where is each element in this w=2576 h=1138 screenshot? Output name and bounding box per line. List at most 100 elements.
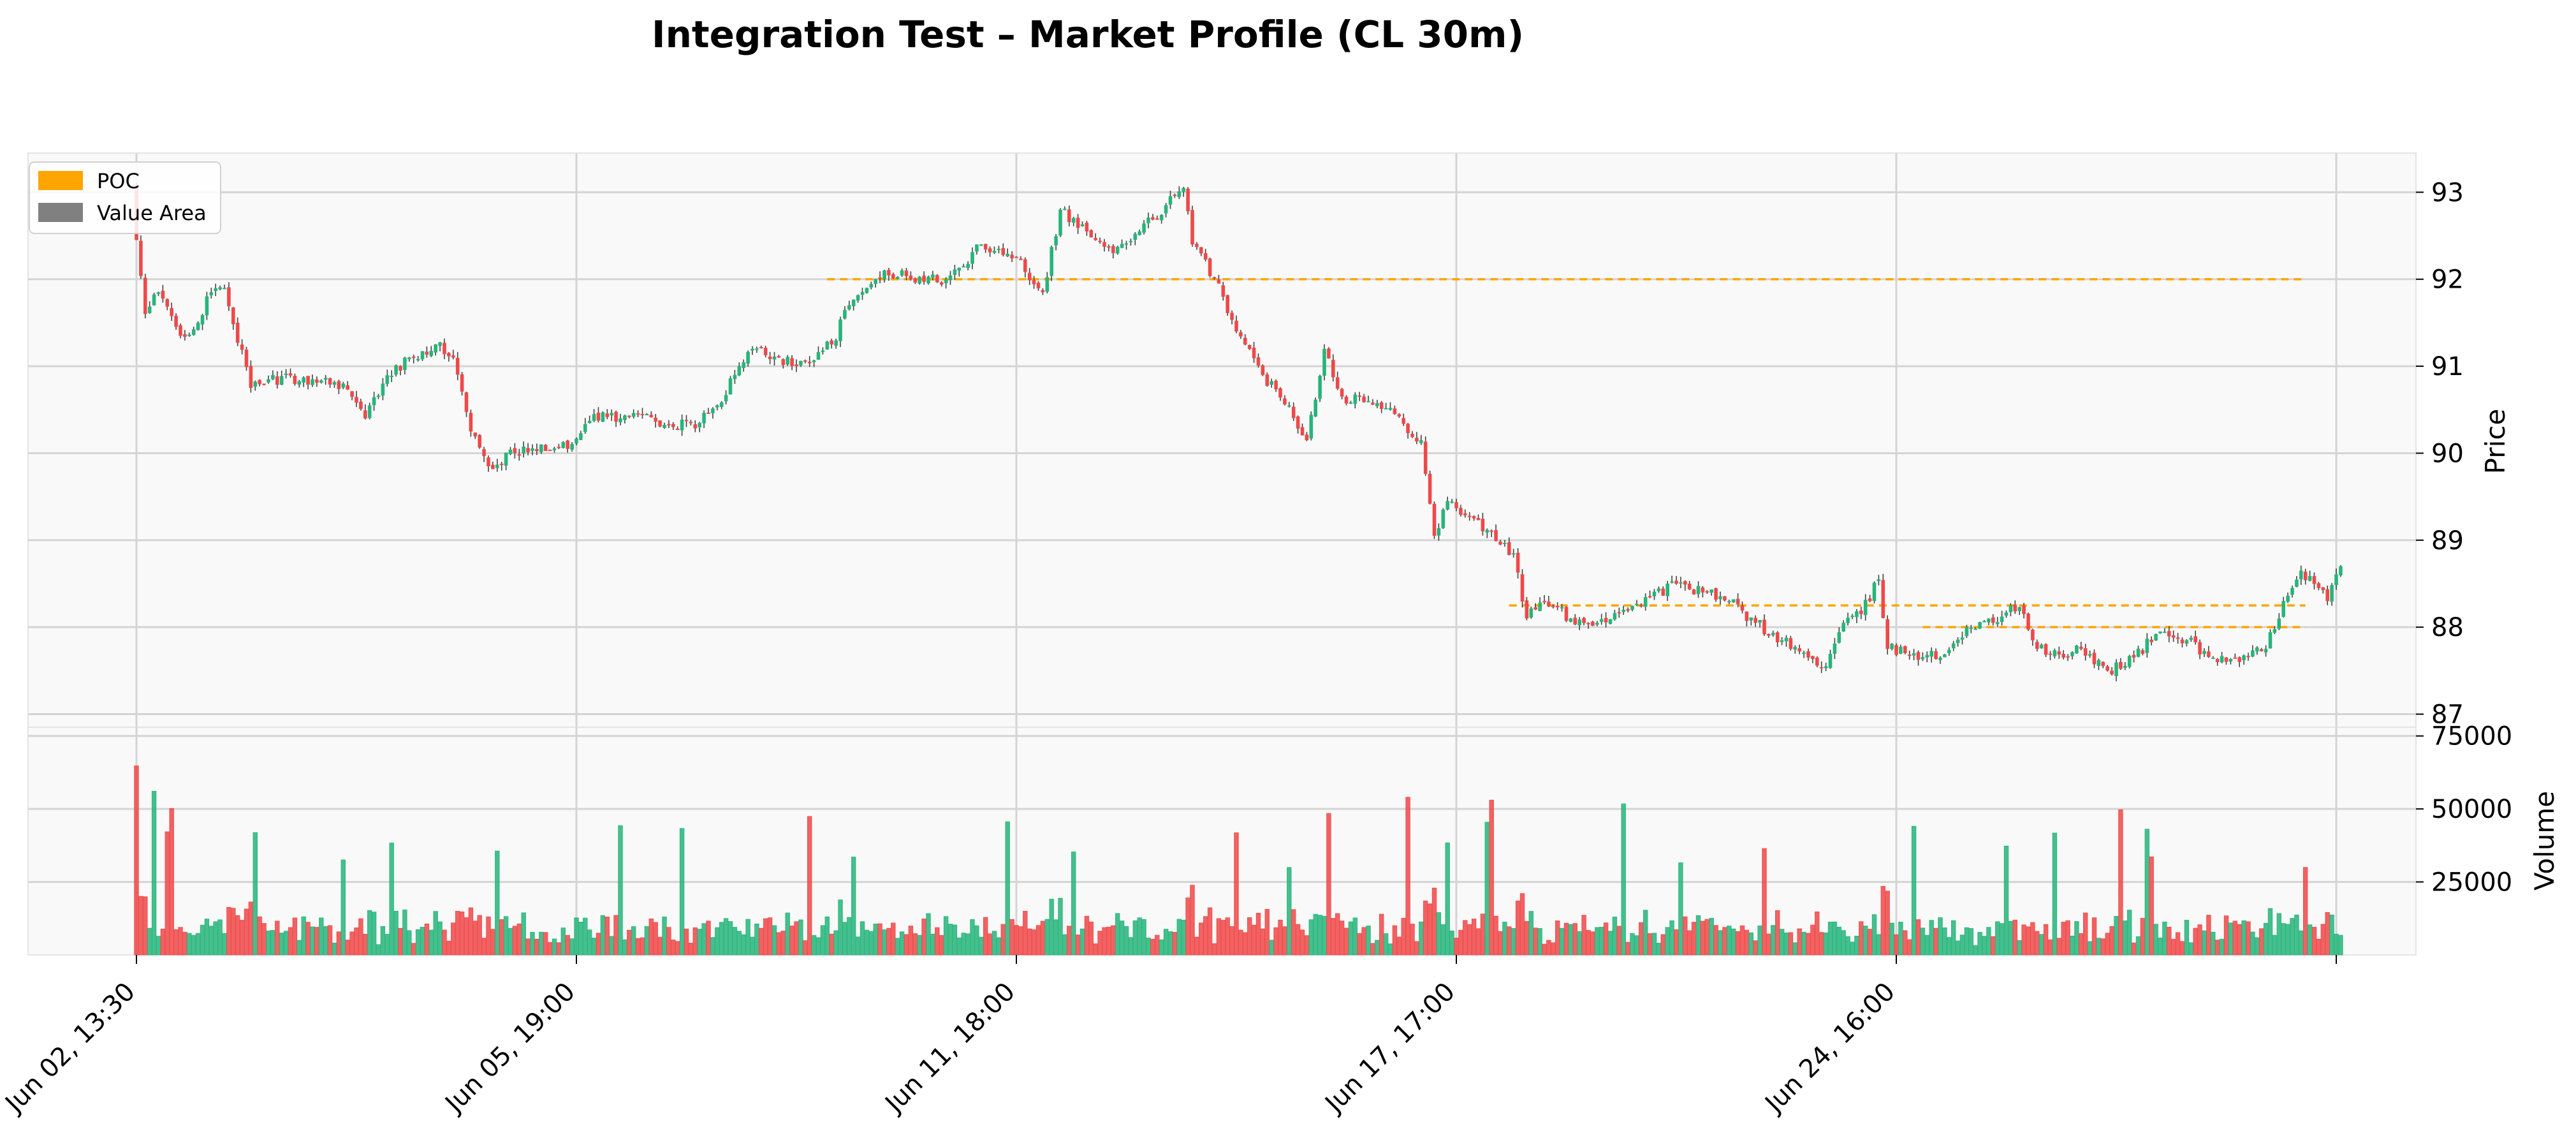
candle-body xyxy=(1190,210,1194,245)
price-tick-label: 90 xyxy=(2431,439,2464,468)
volume-bar xyxy=(1968,928,1973,956)
volume-bar xyxy=(1343,927,1349,956)
volume-bar xyxy=(1836,926,1841,956)
volume-bar xyxy=(1463,920,1468,956)
candle-body xyxy=(487,457,490,466)
candle-body xyxy=(865,288,869,293)
candle-body xyxy=(1529,608,1533,618)
candle-body xyxy=(411,356,416,358)
volume-bar xyxy=(239,920,245,956)
volume-bar xyxy=(2170,938,2176,956)
candle-body xyxy=(834,340,838,346)
candle-body xyxy=(341,383,346,388)
candle-body xyxy=(214,288,217,292)
volume-tick-label: 75000 xyxy=(2431,722,2512,751)
candle-body xyxy=(1687,584,1692,589)
candle-body xyxy=(654,417,657,422)
candle-body xyxy=(1138,231,1141,235)
volume-bar xyxy=(1339,920,1345,956)
candle-body xyxy=(205,296,209,316)
candle-body xyxy=(702,413,706,424)
candle-body xyxy=(284,373,288,376)
volume-bar xyxy=(789,926,794,956)
legend-label-poc: POC xyxy=(97,169,140,193)
candle-body xyxy=(1102,242,1106,247)
candle-body xyxy=(2198,642,2202,655)
candle-body xyxy=(1371,403,1375,405)
candle-body xyxy=(1771,633,1775,635)
volume-bar xyxy=(1502,922,1507,956)
candle-body xyxy=(781,359,786,366)
candle-body xyxy=(227,287,231,307)
candle-body xyxy=(1577,619,1581,626)
volume-bar xyxy=(521,912,526,956)
candle-body xyxy=(2017,607,2021,611)
volume-bar xyxy=(2114,916,2119,956)
candle-body xyxy=(1793,647,1797,650)
volume-bar xyxy=(248,901,254,956)
candle-body xyxy=(311,379,314,385)
candle-body xyxy=(2339,566,2343,575)
volume-bar xyxy=(1801,931,1806,956)
volume-bar xyxy=(939,935,944,956)
volume-bar xyxy=(1132,920,1138,956)
volume-bar xyxy=(2285,924,2290,956)
candle-body xyxy=(1265,374,1270,386)
volume-bar xyxy=(147,927,152,956)
candle-body xyxy=(1098,240,1102,242)
volume-bar xyxy=(2003,845,2009,956)
volume-bar xyxy=(1889,922,1894,956)
candle-body xyxy=(975,244,979,252)
candle-body xyxy=(2325,589,2329,602)
volume-bar xyxy=(1458,929,1463,956)
candle-body xyxy=(2330,585,2334,602)
candle-body xyxy=(1300,427,1305,436)
volume-bar xyxy=(1687,930,1692,956)
candle-body xyxy=(1586,623,1590,624)
candle-body xyxy=(464,392,469,412)
candle-body xyxy=(1665,583,1669,596)
volume-bar xyxy=(2149,856,2154,956)
candle-body xyxy=(618,418,622,422)
candle-body xyxy=(2312,576,2316,584)
candle-body xyxy=(1463,513,1467,515)
candle-body xyxy=(671,424,675,427)
volume-bar xyxy=(1924,935,1929,956)
candle-body xyxy=(1850,616,1854,617)
volume-bar xyxy=(358,918,363,956)
candle-body xyxy=(689,422,693,424)
volume-bar xyxy=(1647,933,1653,956)
candle-body xyxy=(1626,609,1630,611)
candle-body xyxy=(253,381,258,387)
volume-bar xyxy=(1199,922,1204,956)
volume-bar xyxy=(600,915,606,956)
candle-body xyxy=(1819,667,1824,669)
candle-body xyxy=(535,449,539,452)
volume-bar xyxy=(1507,926,1512,956)
volume-bar xyxy=(1436,912,1442,956)
candle-body xyxy=(1472,516,1476,519)
volume-bar xyxy=(1894,934,1899,956)
candle-body xyxy=(1938,657,1942,660)
volume-bar xyxy=(767,917,773,956)
candle-body xyxy=(2316,583,2321,588)
volume-bar xyxy=(1251,924,1257,956)
volume-bar xyxy=(2082,912,2088,956)
volume-bar xyxy=(178,927,183,956)
volume-bar xyxy=(1331,918,1336,956)
volume-bar xyxy=(1225,917,1230,956)
volume-bar xyxy=(143,896,148,956)
volume-bar xyxy=(684,928,689,956)
volume-bar xyxy=(917,935,922,956)
candle-body xyxy=(381,383,385,396)
volume-bar xyxy=(2294,914,2299,956)
volume-bar xyxy=(904,934,909,956)
candle-body xyxy=(1731,599,1736,603)
volume-bar xyxy=(1862,926,1868,956)
candle-body xyxy=(1234,320,1238,332)
volume-bar xyxy=(1383,933,1389,956)
volume-bar xyxy=(1651,933,1657,956)
candle-body xyxy=(1824,666,1828,669)
volume-bar xyxy=(1929,920,1934,956)
candle-body xyxy=(2079,646,2083,649)
